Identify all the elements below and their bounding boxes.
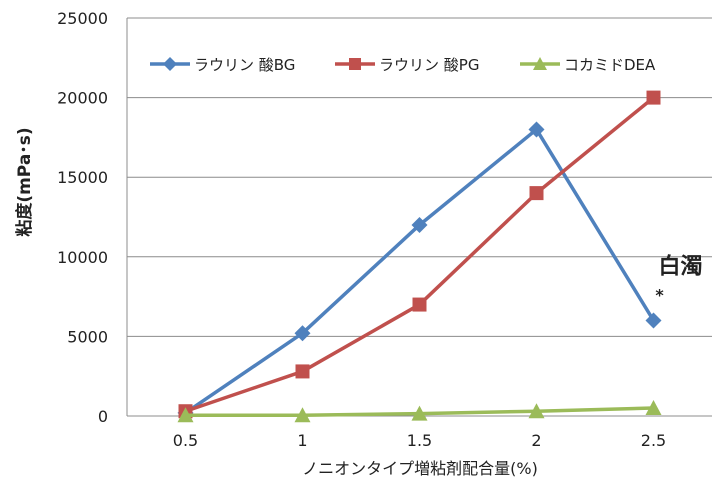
data-point xyxy=(294,325,311,342)
legend-label: ラウリン 酸PG xyxy=(379,56,479,74)
y-tick-label: 20000 xyxy=(57,89,108,108)
legend-item-1: ラウリン 酸BG xyxy=(150,56,295,74)
data-point xyxy=(295,364,310,379)
y-tick-label: 15000 xyxy=(57,168,108,187)
x-tick-label: 2 xyxy=(531,431,541,450)
series-3 xyxy=(177,400,662,423)
legend: ラウリン 酸BG ラウリン 酸PG コカミドDEA xyxy=(150,56,656,74)
data-point xyxy=(177,407,194,423)
x-tick-label: 0.5 xyxy=(173,431,198,450)
y-tick-label: 5000 xyxy=(67,327,108,346)
y-tick-label: 25000 xyxy=(57,9,108,28)
data-point xyxy=(412,297,427,312)
tick-labels: 0 5000 10000 15000 20000 25000 0.5 1 1.5 2 2.5 xyxy=(57,9,666,450)
annotations: 白濁 * xyxy=(655,253,702,304)
annotation-mark: * xyxy=(655,285,664,304)
y-axis-title: 粘度(mPa･s) xyxy=(14,127,35,236)
data-point xyxy=(411,216,428,233)
legend-item-3: コカミドDEA xyxy=(520,56,656,74)
data-point xyxy=(645,400,662,416)
x-tick-label: 2.5 xyxy=(641,431,666,450)
x-tick-label: 1 xyxy=(297,431,307,450)
y-tick-label: 0 xyxy=(98,407,108,426)
legend-marker xyxy=(163,57,177,71)
legend-label: ラウリン 酸BG xyxy=(194,56,295,74)
y-tick-label: 10000 xyxy=(57,248,108,267)
data-point xyxy=(411,405,428,421)
series xyxy=(177,90,662,423)
annotation-label: 白濁 xyxy=(658,253,702,279)
legend-marker xyxy=(349,58,361,70)
series-1 xyxy=(177,121,662,421)
legend-marker xyxy=(533,57,547,70)
series-line xyxy=(184,127,655,415)
x-tick-label: 1.5 xyxy=(407,431,432,450)
x-axis-title: ノニオンタイプ増粘剤配合量(%) xyxy=(302,459,538,478)
data-point xyxy=(528,121,545,138)
data-point xyxy=(646,90,661,105)
data-point xyxy=(294,407,311,423)
data-point xyxy=(528,403,545,419)
data-point xyxy=(529,186,544,201)
legend-label: コカミドDEA xyxy=(564,56,656,74)
legend-item-2: ラウリン 酸PG xyxy=(335,56,479,74)
data-point xyxy=(645,312,662,329)
